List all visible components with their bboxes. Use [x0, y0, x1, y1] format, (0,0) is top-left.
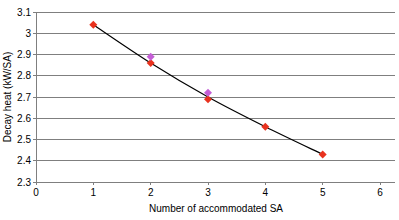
grid-line	[36, 54, 395, 55]
data-point	[147, 53, 155, 61]
grid-line	[36, 139, 395, 140]
data-point	[261, 123, 269, 131]
y-tick-label: 2.3	[17, 177, 31, 188]
x-tick	[380, 182, 381, 185]
x-tick-label: 0	[33, 187, 39, 198]
grid-line	[36, 33, 395, 34]
x-tick	[322, 182, 323, 185]
grid-line	[36, 12, 395, 13]
x-tick-label: 4	[263, 187, 269, 198]
grid-line	[36, 75, 395, 76]
y-axis-title: Decay heat (kW/SA)	[2, 52, 13, 143]
y-tick-label: 2.8	[17, 70, 31, 81]
chart: 2.3 2.4 2.5 2.6 2.7 2.8 2.9 3 3.1 0 1 2 3 4 5 6 Number o…	[0, 0, 399, 220]
y-tick-label: 2.4	[17, 155, 31, 166]
grid-line	[36, 160, 395, 161]
y-tick-label: 2.5	[17, 134, 31, 145]
data-point	[89, 21, 97, 29]
grid-line	[36, 118, 395, 119]
trend-line	[93, 25, 322, 155]
grid-line	[36, 182, 395, 183]
grid-line	[36, 97, 395, 98]
x-tick	[208, 182, 209, 185]
plot-area	[89, 21, 326, 159]
y-tick-label: 3	[25, 28, 31, 39]
y-tick-label: 2.9	[17, 49, 31, 60]
y-tick-label: 2.7	[17, 92, 31, 103]
data-point	[204, 89, 212, 97]
x-axis	[36, 182, 395, 183]
y-tick-label: 2.6	[17, 113, 31, 124]
x-tick	[36, 182, 37, 185]
y-tick-label: 3.1	[17, 7, 31, 18]
x-axis-title: Number of accommodated SA	[149, 203, 283, 214]
x-tick-label: 6	[377, 187, 383, 198]
y-axis	[36, 12, 37, 182]
x-tick-label: 2	[148, 187, 154, 198]
x-tick-label: 1	[91, 187, 97, 198]
x-tick	[265, 182, 266, 185]
data-point	[319, 150, 327, 158]
x-tick-label: 5	[320, 187, 326, 198]
x-tick	[150, 182, 151, 185]
x-tick	[93, 182, 94, 185]
x-tick-label: 3	[205, 187, 211, 198]
